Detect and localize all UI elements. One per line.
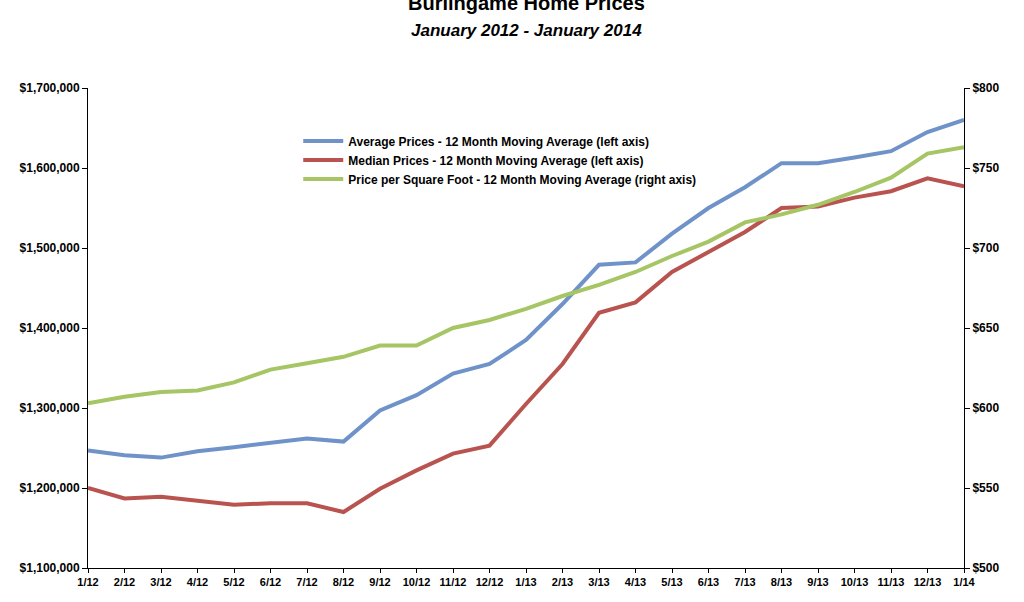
svg-text:$1,600,000: $1,600,000 <box>20 161 80 175</box>
svg-text:$650: $650 <box>972 321 999 335</box>
svg-text:January 2012 - January 2014: January 2012 - January 2014 <box>411 21 642 40</box>
svg-text:$550: $550 <box>972 481 999 495</box>
svg-text:4/12: 4/12 <box>187 576 208 588</box>
svg-text:7/13: 7/13 <box>734 576 755 588</box>
svg-text:5/13: 5/13 <box>661 576 682 588</box>
svg-text:5/12: 5/12 <box>223 576 244 588</box>
svg-text:Price per Square Foot - 12 Mon: Price per Square Foot - 12 Month Moving … <box>348 173 696 187</box>
svg-text:$1,300,000: $1,300,000 <box>20 401 80 415</box>
svg-text:10/12: 10/12 <box>403 576 431 588</box>
svg-text:8/13: 8/13 <box>771 576 792 588</box>
svg-text:1/12: 1/12 <box>77 576 98 588</box>
svg-text:8/12: 8/12 <box>333 576 354 588</box>
svg-text:4/13: 4/13 <box>625 576 646 588</box>
svg-text:$600: $600 <box>972 401 999 415</box>
svg-text:11/12: 11/12 <box>440 576 467 588</box>
svg-text:$1,400,000: $1,400,000 <box>20 321 80 335</box>
svg-text:1/14: 1/14 <box>953 576 975 588</box>
svg-text:$1,500,000: $1,500,000 <box>20 241 80 255</box>
svg-text:Average Prices - 12 Month Movi: Average Prices - 12 Month Moving Average… <box>348 135 649 149</box>
svg-text:$1,200,000: $1,200,000 <box>20 481 80 495</box>
svg-text:$1,700,000: $1,700,000 <box>20 81 80 95</box>
svg-text:6/12: 6/12 <box>260 576 281 588</box>
svg-text:6/13: 6/13 <box>698 576 719 588</box>
svg-text:3/13: 3/13 <box>588 576 609 588</box>
svg-text:9/13: 9/13 <box>807 576 828 588</box>
svg-text:12/12: 12/12 <box>476 576 504 588</box>
svg-text:9/12: 9/12 <box>369 576 390 588</box>
svg-text:2/12: 2/12 <box>114 576 135 588</box>
svg-text:$500: $500 <box>972 561 999 575</box>
svg-text:11/13: 11/13 <box>878 576 905 588</box>
svg-text:10/13: 10/13 <box>841 576 869 588</box>
svg-text:Burlingame Home Prices: Burlingame Home Prices <box>408 0 645 14</box>
svg-text:$750: $750 <box>972 161 999 175</box>
svg-text:1/13: 1/13 <box>515 576 536 588</box>
svg-text:Median Prices - 12 Month Movin: Median Prices - 12 Month Moving Average … <box>348 154 643 168</box>
svg-text:7/12: 7/12 <box>296 576 317 588</box>
svg-text:$800: $800 <box>972 81 999 95</box>
svg-text:$1,100,000: $1,100,000 <box>20 561 80 575</box>
svg-text:12/13: 12/13 <box>914 576 942 588</box>
svg-text:$700: $700 <box>972 241 999 255</box>
svg-text:2/13: 2/13 <box>552 576 573 588</box>
svg-text:3/12: 3/12 <box>150 576 171 588</box>
